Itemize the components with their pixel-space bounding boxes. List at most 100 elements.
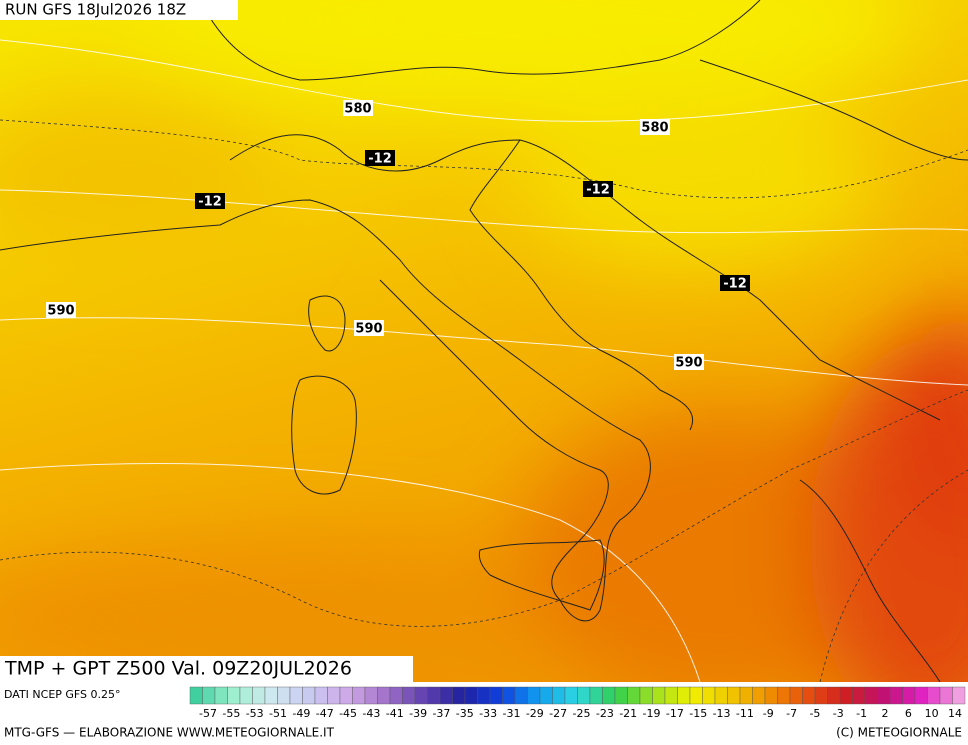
colorbar-label: 10	[925, 707, 939, 720]
colorbar-swatch	[314, 686, 328, 705]
colorbar-swatch	[739, 686, 753, 705]
colorbar-swatch	[214, 686, 228, 705]
isotherm-label: -12	[198, 195, 222, 210]
colorbar-swatch	[289, 686, 303, 705]
colorbar-label: -15	[689, 707, 707, 720]
colorbar-label: -45	[339, 707, 357, 720]
colorbar-label: -35	[456, 707, 474, 720]
colorbar-label: -21	[619, 707, 637, 720]
colorbar-label: -3	[833, 707, 844, 720]
colorbar-label: -47	[316, 707, 334, 720]
contour-label: 590	[355, 322, 382, 337]
colorbar-swatch	[489, 686, 503, 705]
map-title: TMP + GPT Z500 Val. 09Z20JUL2026	[4, 658, 352, 680]
colorbar-swatch	[239, 686, 253, 705]
colorbar-swatch	[727, 686, 741, 705]
colorbar-swatch	[927, 686, 941, 705]
colorbar-swatch	[814, 686, 828, 705]
contour-label: 580	[344, 102, 371, 117]
colorbar-label: -55	[222, 707, 240, 720]
colorbar-label: -37	[432, 707, 450, 720]
isotherm-label-box	[720, 275, 750, 291]
colorbar-label: -29	[526, 707, 544, 720]
colorbar-swatch	[452, 686, 466, 705]
contour-label: 590	[47, 304, 74, 319]
colorbar-swatch	[552, 686, 566, 705]
colorbar-swatch	[277, 686, 291, 705]
colorbar-swatch	[777, 686, 791, 705]
colorbar-label: -5	[809, 707, 820, 720]
footer-left: MTG-GFS — ELABORAZIONE WWW.METEOGIORNALE…	[4, 726, 335, 740]
colorbar-swatch	[402, 686, 416, 705]
colorbar: -57 -55 -53 -51 -49 -47 -45 -43 -41 -39 -37 -35 -33-…	[189, 686, 966, 720]
colorbar-swatch	[764, 686, 778, 705]
colorbar-label: -57	[199, 707, 217, 720]
colorbar-swatch	[889, 686, 903, 705]
colorbar-label: -41	[386, 707, 404, 720]
colorbar-swatch	[377, 686, 391, 705]
isotherm-label-box	[583, 181, 613, 197]
title-box	[0, 656, 413, 683]
colorbar-label: -53	[246, 707, 264, 720]
isotherm-label-box	[365, 150, 395, 166]
isotherm-label: -12	[368, 152, 392, 167]
colorbar-swatch	[839, 686, 853, 705]
colorbar-swatch	[327, 686, 341, 705]
colorbar-label: -27	[549, 707, 567, 720]
colorbar-swatch	[627, 686, 641, 705]
contour-label-box	[46, 302, 76, 318]
colorbar-swatch	[427, 686, 441, 705]
colorbar-swatch	[464, 686, 478, 705]
colorbar-label: -51	[269, 707, 287, 720]
geopotential-contours	[0, 39, 968, 682]
colorbar-swatch	[252, 686, 266, 705]
source-label: DATI NCEP GFS 0.25°	[4, 688, 121, 701]
colorbar-swatch	[914, 686, 928, 705]
colorbar-swatch	[902, 686, 916, 705]
isotherm-label-box	[195, 193, 225, 209]
colorbar-label: -31	[502, 707, 520, 720]
colorbar-swatch	[664, 686, 678, 705]
colorbar-swatch	[414, 686, 428, 705]
colorbar-swatch	[264, 686, 278, 705]
colorbar-label: -33	[479, 707, 497, 720]
colorbar-swatch	[602, 686, 616, 705]
colorbar-label: -23	[596, 707, 614, 720]
colorbar-swatch	[364, 686, 378, 705]
colorbar-label: -39	[409, 707, 427, 720]
footer-right: (C) METEOGIORNALE	[836, 726, 962, 740]
colorbar-label: 14	[948, 707, 962, 720]
isotherm-label: -12	[723, 277, 747, 292]
colorbar-swatch	[864, 686, 878, 705]
colorbar-swatch	[389, 686, 403, 705]
colorbar-swatch	[702, 686, 716, 705]
colorbar-swatch	[614, 686, 628, 705]
colorbar-swatch	[827, 686, 841, 705]
run-label: RUN GFS 18Jul2026 18Z	[5, 1, 186, 19]
colorbar-swatch	[952, 686, 966, 705]
colorbar-label: -43	[362, 707, 380, 720]
colorbar-swatch	[939, 686, 953, 705]
colorbar-swatch	[527, 686, 541, 705]
colorbar-swatch	[539, 686, 553, 705]
colorbar-swatch	[439, 686, 453, 705]
colorbar-swatch	[852, 686, 866, 705]
contour-label-box	[343, 100, 373, 116]
colorbar-swatch	[339, 686, 353, 705]
colorbar-swatch	[589, 686, 603, 705]
colorbar-label: -19	[643, 707, 661, 720]
contour-label: 580	[641, 121, 668, 136]
colorbar-swatch	[202, 686, 216, 705]
colorbar-label: -17	[666, 707, 684, 720]
contour-label-box	[640, 119, 670, 135]
colorbar-label: -1	[856, 707, 867, 720]
colorbar-label: -11	[736, 707, 754, 720]
isotherm-contours	[0, 119, 968, 682]
coastlines	[0, 0, 968, 682]
colorbar-swatch	[189, 686, 203, 705]
colorbar-swatch	[577, 686, 591, 705]
colorbar-swatch	[877, 686, 891, 705]
